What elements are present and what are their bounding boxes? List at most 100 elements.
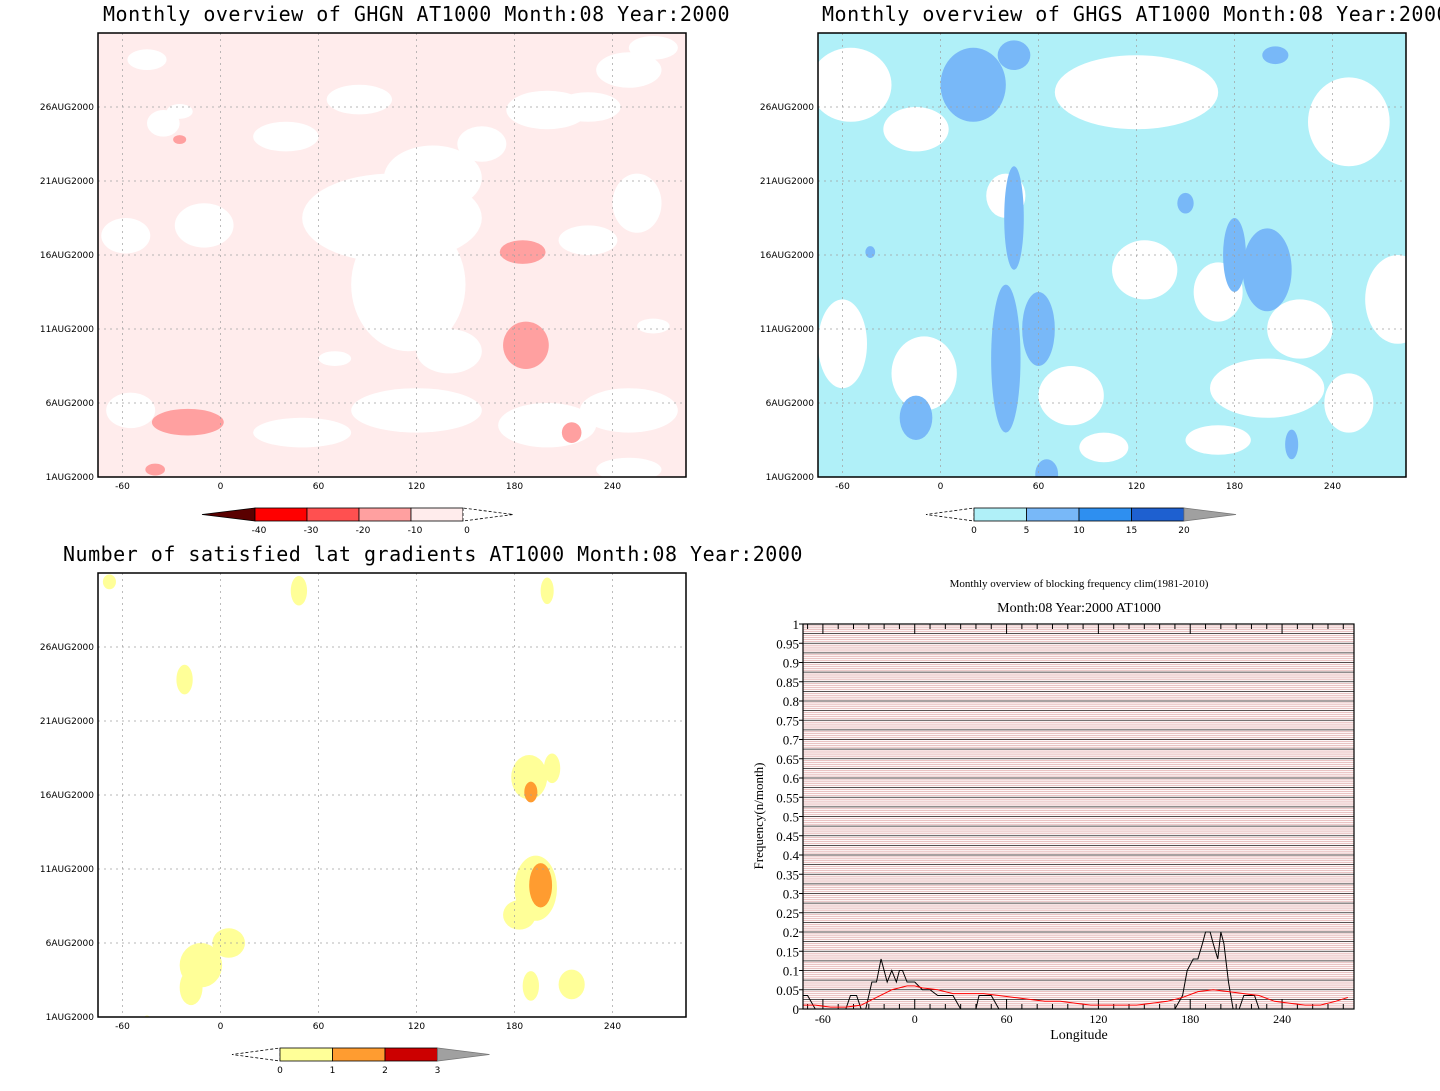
freq-ytick-label: 0.75: [776, 713, 799, 728]
freq-series-line-1: [803, 985, 1349, 1008]
ghgs-colorbar-label: 20: [1178, 526, 1190, 536]
freq-ytick-label: 0.85: [776, 675, 799, 690]
white-blob-14: [1079, 432, 1129, 463]
white-blob-1: [883, 107, 949, 152]
freq-ytick-label: 0.55: [776, 790, 799, 805]
ytick-label: 11AUG2000: [760, 325, 814, 335]
white-blob-23: [416, 329, 482, 374]
xtick-label: 120: [408, 1022, 425, 1032]
freq-xtick-label: 0: [912, 1012, 918, 1026]
xtick-label: 0: [938, 482, 944, 492]
ghgs-colorbar-arrow-left: [925, 507, 975, 522]
ytick-label: 26AUG2000: [760, 103, 814, 113]
lat-colorbar-arrow-right: [437, 1047, 490, 1062]
freq-xtick-label: 240: [1273, 1012, 1291, 1026]
ghgs-colorbar-segment: [1131, 507, 1185, 522]
white-blob-11: [628, 35, 678, 60]
ytick-label: 26AUG2000: [40, 643, 94, 653]
blue-blob-6: [1177, 192, 1194, 214]
freq-ytick-label: 0: [793, 1002, 800, 1017]
yellow-blob-4: [511, 755, 548, 800]
freq-ytick-label: 0.9: [783, 656, 799, 671]
white-blob-18: [106, 392, 156, 429]
ytick-label: 21AUG2000: [40, 717, 94, 727]
white-blob-9: [818, 299, 867, 389]
ytick-label: 11AUG2000: [40, 325, 94, 335]
freq-ytick-label: 0.8: [783, 694, 799, 709]
freq-xtick-label: -60: [815, 1012, 831, 1026]
freq-ytick-label: 0.2: [783, 925, 799, 940]
freq-ytick-label: 0.3: [783, 887, 799, 902]
pink-blob-0: [151, 408, 224, 436]
white-blob-20: [351, 388, 482, 433]
ytick-label: 6AUG2000: [766, 399, 815, 409]
xtick-label: 0: [218, 1022, 224, 1032]
ghgs-colorbar-segment: [1078, 507, 1132, 522]
white-blob-11: [1038, 366, 1104, 426]
yellow-blob-1: [290, 575, 308, 606]
contour-fills: [102, 574, 585, 1017]
ytick-label: 26AUG2000: [40, 103, 94, 113]
ghgs-chart: -60 0 60 120 180 240 1AUG2000 6AUG2000 11AUG2000…: [760, 32, 1407, 492]
yellow-blob-0: [102, 574, 116, 590]
lat-colorbar-label: 0: [277, 1066, 283, 1076]
lat-colorbar-segment: [384, 1047, 438, 1062]
freq-xlabel: Longitude: [1050, 1028, 1108, 1043]
white-blob-22: [579, 388, 678, 433]
blocking-frequency-chart: Monthly overview of blocking frequency c…: [751, 578, 1355, 1043]
ytick-label: 11AUG2000: [40, 865, 94, 875]
white-blob-6: [1112, 240, 1178, 300]
freq-ylabel: Frequency(n/month): [751, 763, 766, 870]
ghgs-colorbar-label: 10: [1073, 526, 1085, 536]
white-blob-25: [596, 457, 662, 477]
xtick-label: 180: [506, 482, 523, 492]
ghgn-chart: -60 0 60 120 180 240 1AUG2000 6AUG2000 11AUG2000…: [40, 32, 687, 492]
freq-ytick-label: 0.1: [783, 964, 799, 979]
ytick-label: 1AUG2000: [46, 1013, 95, 1023]
xtick-label: 0: [218, 482, 224, 492]
white-blob-7: [457, 126, 507, 162]
freq-ytick-label: 0.15: [776, 944, 799, 959]
ghgs-colorbar-label: 5: [1024, 526, 1030, 536]
white-blob-10: [891, 336, 957, 411]
freq-title: Monthly overview of blocking frequency c…: [950, 578, 1209, 590]
white-blob-15: [1185, 425, 1251, 455]
ghgn-title: Monthly overview of GHGN AT1000 Month:08…: [103, 2, 731, 26]
blue-blob-11: [1285, 429, 1299, 460]
ghgn-colorbar-arrow-right: [462, 507, 514, 522]
white-blob-17: [637, 318, 670, 334]
ghgn-colorbar-segment: [306, 507, 360, 522]
ghgn-colorbar-label: -30: [304, 526, 319, 536]
ytick-label: 16AUG2000: [40, 791, 94, 801]
yellow-blob-3: [176, 664, 193, 695]
white-blob-19: [253, 417, 352, 448]
yellow-blob-9: [558, 969, 585, 1000]
white-blob-10: [596, 52, 662, 88]
blue-blob-1: [997, 40, 1031, 70]
xtick-label: 240: [604, 1022, 621, 1032]
blue-blob-12: [865, 246, 876, 258]
white-blob-9: [555, 92, 621, 122]
ghgn-colorbar-label: 0: [464, 526, 470, 536]
white-blob-6: [351, 218, 466, 352]
white-blob-16: [612, 173, 662, 233]
ytick-label: 16AUG2000: [40, 251, 94, 261]
xtick-label: 60: [1033, 482, 1045, 492]
xtick-label: 240: [604, 482, 621, 492]
white-blob-4: [1308, 77, 1390, 167]
lat-colorbar-segment: [279, 1047, 333, 1062]
orange-blob-1: [529, 863, 553, 908]
white-blob-14: [174, 203, 234, 248]
yellow-blob-7: [503, 900, 536, 930]
freq-subtitle: Month:08 Year:2000 AT1000: [997, 601, 1161, 616]
freq-ytick-label: 0.7: [783, 733, 800, 748]
white-blob-3: [1054, 55, 1219, 130]
ghgs-colorbar-segment: [973, 507, 1027, 522]
blue-blob-0: [940, 47, 1006, 122]
plot-frame: [817, 32, 1407, 478]
lat-colorbar-arrow-left: [231, 1047, 281, 1062]
white-blob-12: [127, 49, 167, 70]
lat-gradients-title: Number of satisfied lat gradients AT1000…: [63, 542, 803, 566]
lat-colorbar-label: 2: [382, 1066, 388, 1076]
